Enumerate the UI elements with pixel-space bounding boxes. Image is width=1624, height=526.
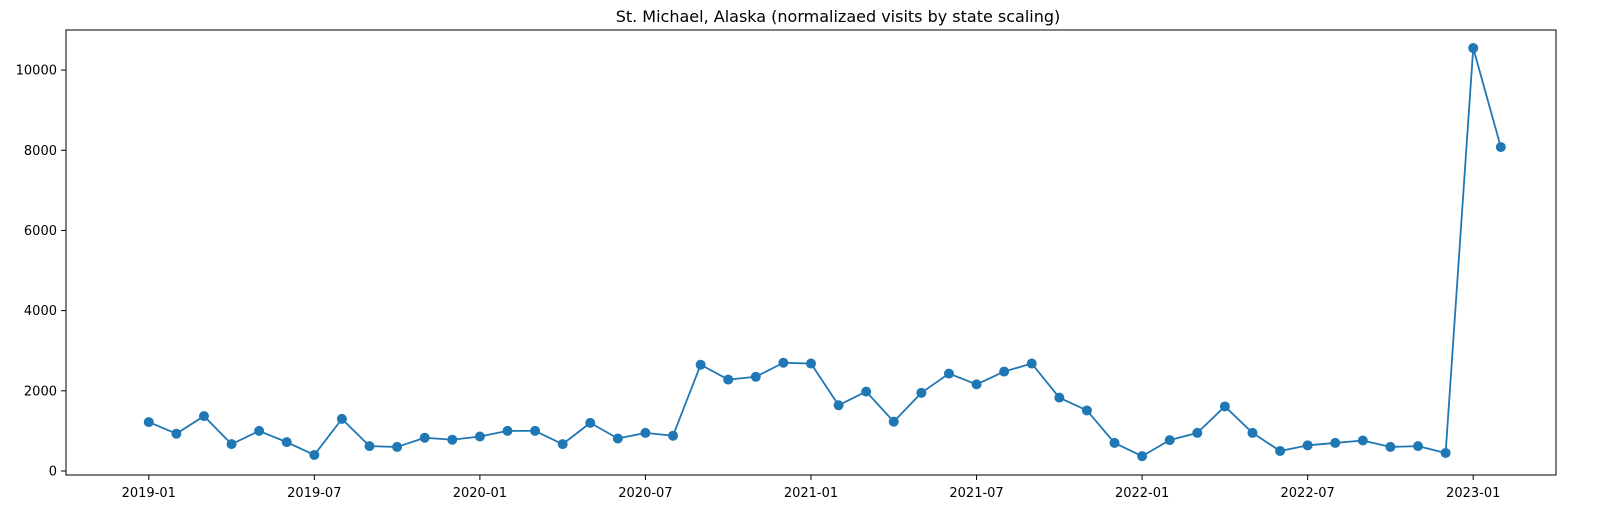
- data-point: [1137, 451, 1148, 462]
- data-point: [419, 432, 430, 443]
- data-point: [1302, 440, 1313, 451]
- data-point: [1219, 401, 1230, 412]
- data-point: [1247, 427, 1258, 438]
- data-point: [336, 413, 347, 424]
- y-tick-label: 2000: [24, 384, 57, 399]
- data-point: [502, 425, 513, 436]
- data-point: [1495, 142, 1506, 153]
- data-point: [1330, 437, 1341, 448]
- x-tick-label: 2021-01: [784, 486, 838, 501]
- data-point: [1357, 435, 1368, 446]
- data-point: [226, 439, 237, 450]
- data-point: [530, 425, 541, 436]
- data-point: [806, 358, 816, 369]
- data-point: [750, 371, 761, 382]
- data-point: [585, 417, 596, 428]
- data-point: [1026, 358, 1037, 369]
- data-point: [778, 357, 789, 368]
- y-tick-label: 6000: [24, 224, 57, 239]
- data-point: [254, 425, 265, 436]
- x-tick-label: 2021-07: [949, 486, 1003, 501]
- y-tick-label: 10000: [16, 64, 57, 79]
- x-tick-label: 2022-01: [1115, 486, 1169, 501]
- data-point: [1385, 441, 1396, 452]
- data-point: [143, 417, 154, 428]
- y-tick-label: 8000: [24, 144, 57, 159]
- series-line: [148, 47, 1502, 458]
- data-point: [1109, 437, 1120, 448]
- data-point: [557, 439, 568, 450]
- data-point: [612, 433, 623, 444]
- data-point: [888, 416, 899, 427]
- x-tick-label: 2019-01: [122, 486, 176, 501]
- x-tick-label: 2023-01: [1446, 486, 1500, 501]
- data-point: [640, 427, 651, 438]
- x-tick-label: 2020-07: [618, 486, 672, 501]
- data-point: [447, 434, 458, 445]
- data-point: [1275, 445, 1286, 456]
- data-point: [392, 441, 403, 452]
- data-point: [723, 374, 734, 385]
- data-point: [916, 387, 927, 398]
- data-point: [281, 437, 292, 448]
- x-tick-label: 2020-01: [453, 486, 507, 501]
- data-point: [971, 379, 982, 390]
- x-tick-label: 2019-07: [287, 486, 341, 501]
- y-tick-label: 0: [49, 464, 57, 479]
- data-point: [695, 359, 706, 370]
- plot-frame: [65, 29, 1557, 476]
- data-point: [1054, 392, 1065, 403]
- data-point: [364, 441, 375, 452]
- data-point: [1440, 447, 1451, 458]
- data-point: [171, 428, 182, 439]
- data-point: [999, 366, 1010, 377]
- x-tick-label: 2022-07: [1281, 486, 1335, 501]
- y-tick-label: 4000: [24, 304, 57, 319]
- data-point: [1192, 427, 1203, 438]
- data-point: [198, 411, 209, 422]
- plot-area: 0 2000 4000 6000 8000 10000 2019-01 2019-07 2020…: [16, 29, 1557, 501]
- data-point: [309, 449, 320, 460]
- data-point: [833, 400, 844, 411]
- chart-title: St. Michael, Alaska (normalizaed visits …: [616, 7, 1061, 26]
- data-point: [943, 368, 954, 379]
- data-point: [668, 430, 679, 441]
- data-point: [1468, 43, 1479, 54]
- data-point: [474, 431, 485, 442]
- data-point: [1413, 441, 1424, 452]
- data-point: [861, 386, 872, 397]
- data-point: [1164, 435, 1175, 446]
- data-point: [1081, 405, 1092, 416]
